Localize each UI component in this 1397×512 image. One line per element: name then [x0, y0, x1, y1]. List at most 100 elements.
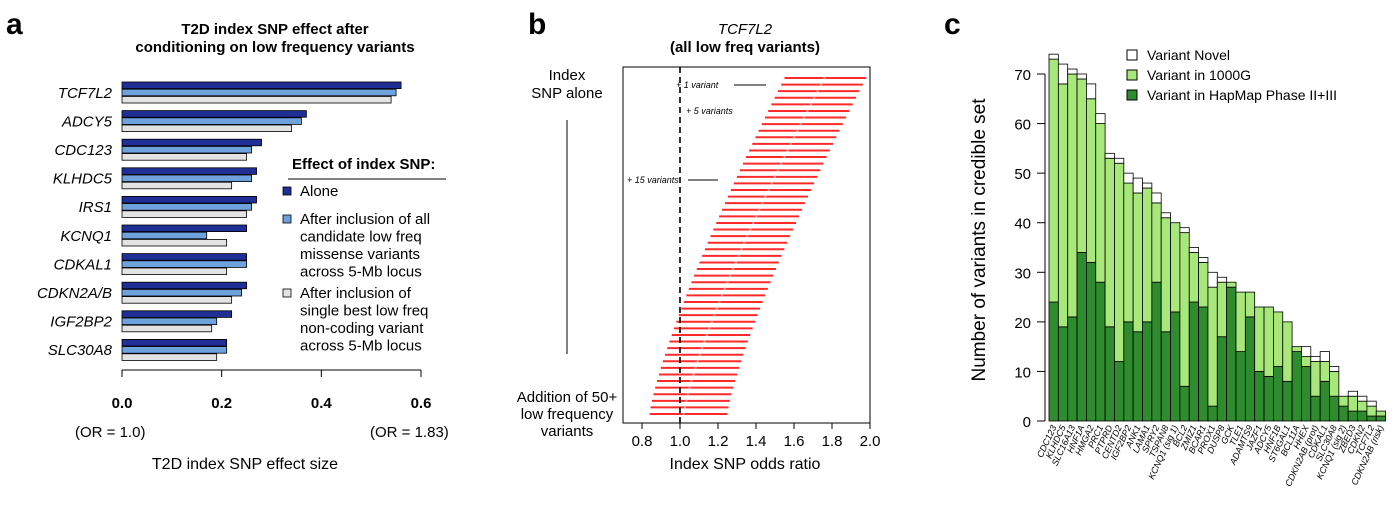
panel-a-title-line-1: T2D index SNP effect after — [181, 21, 368, 38]
bar-c-1-2 — [1057, 63, 1069, 85]
or-point-b-35 — [715, 307, 719, 310]
bar-c-17-1 — [1207, 286, 1218, 407]
or-point-b-38 — [708, 327, 711, 330]
bar-a-8-2 — [121, 324, 213, 333]
bar-c-6-0 — [1104, 326, 1115, 422]
or-point-b-12 — [783, 155, 786, 159]
tick-label-b-6: 2.0 — [860, 433, 881, 450]
bar-c-19-1 — [1226, 281, 1237, 288]
bar-c-12-1 — [1160, 217, 1171, 333]
or-point-b-28 — [734, 261, 737, 264]
bar-c-8-0 — [1123, 321, 1134, 422]
panel-a-x-axis-title: T2D index SNP effect size — [152, 456, 338, 473]
bar-c-4-2 — [1086, 83, 1097, 100]
legend-text-c-1: Variant in 1000G — [1147, 67, 1251, 83]
or-point-b-22 — [752, 221, 755, 225]
bar-c-16-0 — [1198, 306, 1209, 422]
bar-c-34-0 — [1366, 415, 1377, 422]
bar-c-19-0 — [1226, 286, 1237, 422]
bar-c-10-1 — [1142, 187, 1153, 323]
panel-c-legend: Variant Novel Variant in 1000G Variant in … — [1126, 47, 1337, 103]
bar-c-4-1 — [1086, 98, 1097, 263]
category-label-a-7: CDKN2A/B — [37, 285, 112, 302]
bar-c-31-0 — [1338, 405, 1349, 422]
bar-c-14-0 — [1179, 385, 1190, 422]
bar-c-15-0 — [1188, 301, 1200, 422]
or-point-b-33 — [720, 294, 724, 297]
legend-text-a-1-3: across 5-Mb locus — [300, 264, 422, 281]
bar-c-13-1 — [1170, 222, 1181, 313]
legend-text-a-2-0: After inclusion of — [300, 285, 412, 302]
bar-c-3-1 — [1076, 78, 1087, 253]
panel-c-y-axis-title: Number of variants in credible set — [969, 98, 990, 382]
or-point-b-26 — [740, 248, 743, 251]
bar-c-27-0 — [1301, 366, 1312, 422]
bar-c-3-0 — [1076, 252, 1087, 422]
bar-c-8-1 — [1123, 182, 1134, 323]
tick-label-c-4: 40 — [1014, 216, 1031, 233]
bar-c-5-1 — [1095, 123, 1106, 283]
legend-text-c-2: Variant in HapMap Phase II+III — [1147, 87, 1337, 103]
legend-swatch-a-1 — [282, 214, 292, 224]
or-point-b-17 — [767, 188, 770, 192]
or-point-b-31 — [726, 281, 729, 284]
or-point-b-25 — [743, 241, 746, 244]
or-point-b-46 — [690, 379, 693, 383]
bar-c-29-0 — [1319, 380, 1330, 422]
bar-c-15-2 — [1188, 247, 1200, 253]
bar-c-14-2 — [1179, 227, 1190, 234]
bar-a-2-2 — [121, 153, 247, 161]
tick-label-b-4: 1.6 — [784, 433, 805, 450]
or-point-b-20 — [758, 208, 761, 211]
panel-b-x-ticks: 0.8 1.0 1.2 1.4 1.6 1.8 2.0 — [632, 423, 881, 450]
tick-label-a-0: 0.0 — [112, 395, 133, 412]
bar-a-8-1 — [121, 317, 218, 325]
legend-text-a-0-0: Alone — [300, 183, 338, 200]
bar-c-0-0 — [1048, 301, 1059, 422]
panel-a-category-labels: TCF7L2 ADCY5 CDC123 KLHDC5 IRS1 KCNQ1 CDKAL1 CD… — [37, 85, 113, 359]
or-point-b-50 — [683, 406, 687, 409]
or-point-b-13 — [779, 162, 783, 165]
bar-c-9-1 — [1132, 192, 1143, 333]
bar-c-32-2 — [1347, 390, 1358, 397]
panel-b-annotation-2: + 5 variants — [686, 106, 733, 116]
bar-a-1-0 — [121, 110, 307, 118]
bar-c-12-0 — [1160, 331, 1171, 422]
panel-c: c Number of variants in credible set 0 10… — [944, 8, 1387, 488]
bar-a-7-2 — [121, 296, 233, 304]
panel-b-bottom-label-line-1: Addition of 50+ — [517, 389, 618, 406]
panel-b-forest-lines — [649, 67, 867, 423]
bar-c-29-2 — [1319, 351, 1330, 362]
bar-c-34-2 — [1366, 400, 1377, 407]
or-point-b-39 — [705, 333, 709, 337]
bar-a-0-2 — [121, 96, 392, 104]
or-point-b-40 — [703, 340, 706, 343]
or-point-b-43 — [696, 360, 699, 363]
bar-c-8-2 — [1123, 172, 1134, 184]
or-point-b-16 — [770, 182, 773, 185]
or-point-b-24 — [746, 234, 749, 238]
or-point-b-1 — [819, 83, 823, 86]
bar-c-0-1 — [1048, 58, 1059, 303]
or-point-b-19 — [761, 201, 764, 205]
legend-text-a-1-0: After inclusion of all — [300, 211, 430, 228]
panel-b-bottom-label-line-3: variants — [541, 423, 594, 440]
category-label-a-4: IRS1 — [79, 199, 112, 216]
bar-c-18-2 — [1216, 276, 1228, 283]
bar-c-26-0 — [1291, 351, 1302, 422]
bar-c-27-1 — [1301, 356, 1312, 367]
legend-swatch-c-2 — [1126, 89, 1138, 101]
bar-c-24-1 — [1273, 311, 1284, 367]
bar-c-27-2 — [1301, 346, 1312, 357]
bar-c-21-1 — [1244, 291, 1256, 318]
tick-label-c-2: 20 — [1014, 315, 1031, 332]
bar-c-28-1 — [1310, 361, 1321, 397]
or-point-b-0 — [823, 76, 826, 80]
legend-text-a-2-3: across 5-Mb locus — [300, 338, 422, 355]
panel-b-annotation-3: + 15 variants — [627, 175, 679, 185]
bar-c-17-0 — [1207, 405, 1218, 422]
bar-c-5-2 — [1095, 113, 1106, 124]
tick-label-b-0: 0.8 — [632, 433, 653, 450]
legend-swatch-c-1 — [1126, 69, 1138, 81]
